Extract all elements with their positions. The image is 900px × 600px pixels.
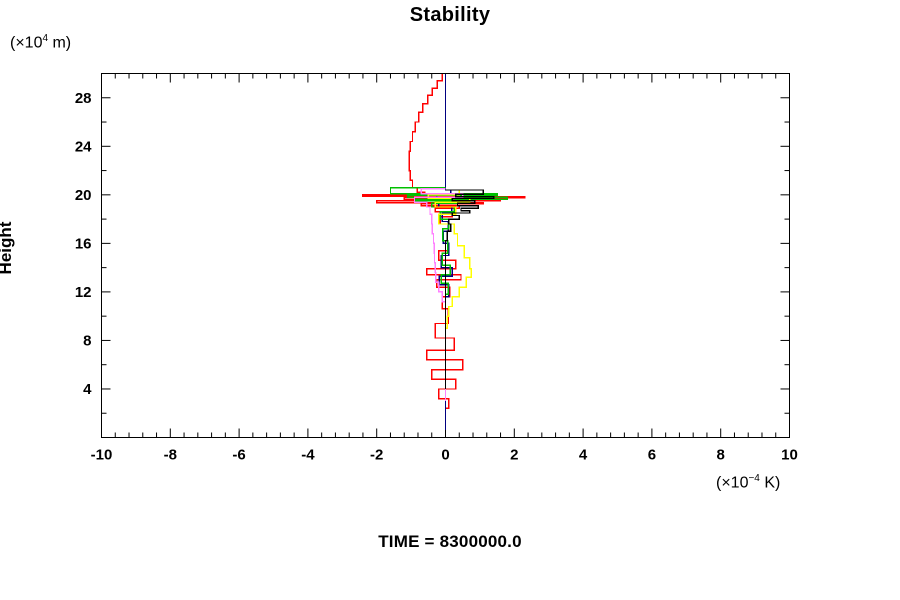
- series-profile-magenta: [413, 188, 464, 402]
- time-annotation: TIME = 8300000.0: [378, 532, 522, 551]
- plot-frame: [101, 73, 790, 438]
- x-tick-label: -2: [370, 447, 383, 464]
- y-tick-label: 8: [83, 332, 91, 349]
- y-axis-unit-label: (×104 m): [10, 33, 71, 52]
- x-tick-label: 2: [510, 447, 518, 464]
- y-tick-label: 16: [75, 235, 92, 252]
- series-profile-red: [362, 72, 526, 431]
- x-tick-label: 6: [648, 447, 656, 464]
- y-unit-prefix: (×10: [10, 34, 43, 52]
- x-tick-label: -10: [91, 447, 113, 464]
- x-unit-suffix: K): [759, 474, 781, 492]
- y-tick-label: 28: [75, 90, 92, 107]
- x-tick-label: -6: [232, 447, 245, 464]
- x-tick-label: 0: [441, 447, 449, 464]
- x-tick-label: 10: [781, 447, 798, 464]
- series-layer: [362, 72, 526, 431]
- x-unit-exponent: −4: [748, 473, 760, 484]
- page-title: Stability: [409, 4, 491, 26]
- x-tick-label: -8: [164, 447, 177, 464]
- y-unit-exponent: 4: [42, 33, 49, 44]
- series-profile-yellow: [427, 189, 472, 402]
- y-tick-label: 20: [75, 187, 92, 204]
- series-profile-black: [444, 189, 495, 389]
- y-tick-label: 4: [83, 381, 92, 398]
- x-unit-prefix: (×10: [716, 474, 749, 492]
- x-tick-label: 8: [717, 447, 725, 464]
- x-tick-label: -4: [301, 447, 315, 464]
- y-unit-suffix: m): [48, 34, 72, 52]
- y-tick-label: 12: [75, 284, 92, 301]
- x-axis-unit-label: (×10−4 K): [716, 473, 780, 492]
- x-tick-label: 4: [579, 447, 588, 464]
- y-tick-label: 24: [75, 138, 92, 155]
